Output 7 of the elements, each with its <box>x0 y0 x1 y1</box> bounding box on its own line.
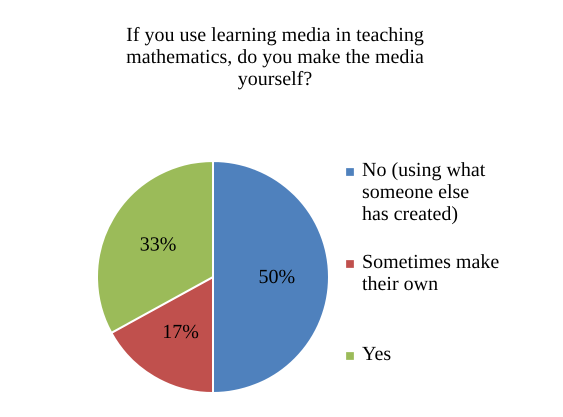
data-label: 50% <box>258 266 296 288</box>
legend-label: Yes <box>362 343 392 365</box>
data-label: 17% <box>162 320 199 343</box>
legend-label: Sometimes make their own <box>362 251 500 295</box>
chart-title: If you use learning media in teaching mathematics, do you make the media yourself? <box>126 24 424 90</box>
legend-label: No (using what someone else has created) <box>362 159 486 225</box>
data-label: 33% <box>140 234 176 256</box>
